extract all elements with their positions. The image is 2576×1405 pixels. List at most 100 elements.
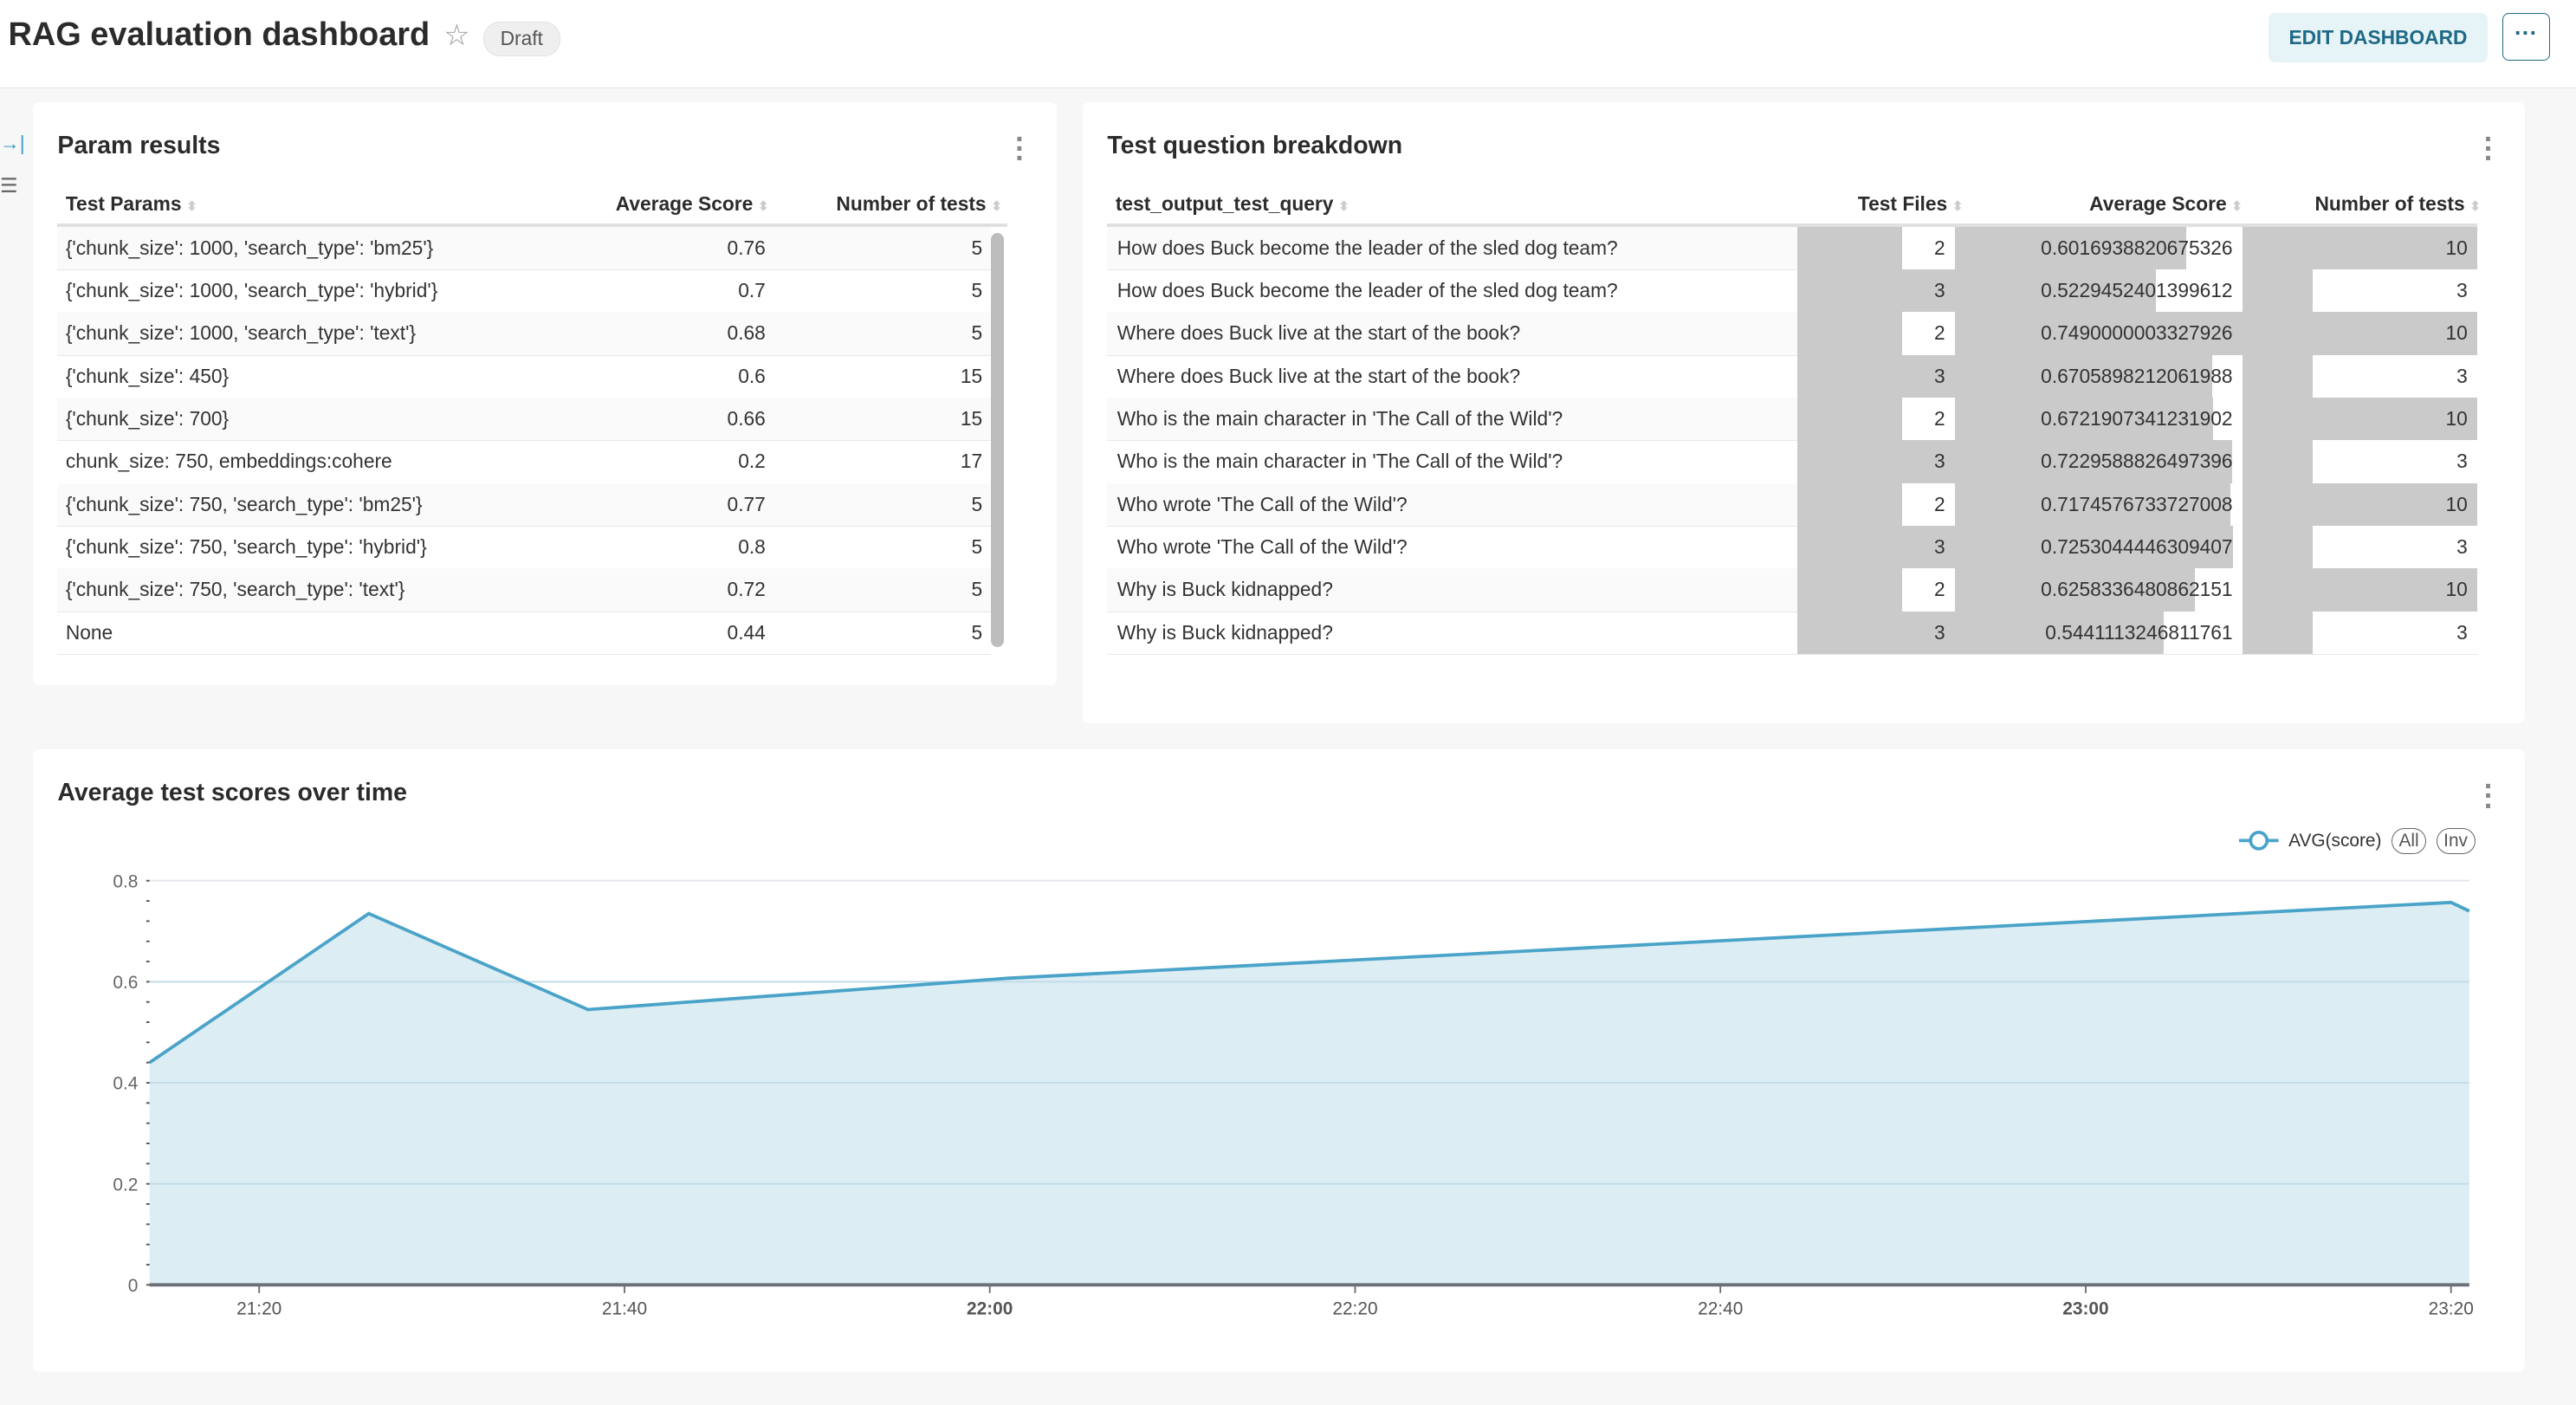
card-menu-icon[interactable]: · · · bbox=[2483, 122, 2495, 176]
column-header[interactable]: Number of tests ⬍ bbox=[836, 191, 1002, 215]
data-bar bbox=[2242, 312, 2478, 355]
table-cell: Who is the main character in 'The Call o… bbox=[1107, 398, 1797, 440]
table-cell: chunk_size: 750, embeddings:cohere bbox=[65, 450, 392, 473]
cell-text: 3 bbox=[1934, 450, 1945, 473]
table-cell: 0.7174576733727008 bbox=[1955, 482, 2243, 526]
edit-dashboard-button[interactable]: EDIT DASHBOARD bbox=[2269, 13, 2488, 63]
cell-text: 0.6705898212061988 bbox=[2041, 364, 2233, 387]
column-header[interactable]: Average Score ⬍ bbox=[2089, 191, 2243, 215]
param-results-card: Param results · · · Test Params ⬍ Average S… bbox=[32, 101, 1057, 685]
star-icon[interactable]: ☆ bbox=[443, 18, 470, 52]
cell-text: 3 bbox=[1934, 364, 1945, 387]
data-bar bbox=[1955, 440, 2233, 483]
column-header[interactable]: Test Params ⬍ bbox=[65, 191, 197, 215]
cell-text: Who wrote 'The Call of the Wild'? bbox=[1116, 534, 1408, 558]
cell-text: 0.5441113246811761 bbox=[2045, 620, 2233, 644]
table-row: Why is Buck kidnapped? 2 0.625833648086215… bbox=[1107, 568, 2478, 612]
x-tick-label: 22:40 bbox=[1698, 1298, 1743, 1318]
table-cell: 2 bbox=[1796, 226, 1956, 270]
legend-all-button[interactable]: All bbox=[2391, 827, 2427, 854]
table-cell: 0.76 bbox=[727, 236, 766, 259]
cell-text: Where does Buck live at the start of the… bbox=[1116, 321, 1521, 345]
table-cell: 2 bbox=[1796, 312, 1956, 355]
x-tick-label: 22:00 bbox=[967, 1298, 1013, 1318]
data-bar bbox=[2242, 226, 2478, 270]
scrollbar[interactable] bbox=[990, 233, 1004, 648]
column-header[interactable]: Test Files ⬍ bbox=[1857, 191, 1964, 215]
table-cell: How does Buck become the leader of the s… bbox=[1107, 269, 1797, 312]
cell-text: Who wrote 'The Call of the Wild'? bbox=[1116, 492, 1408, 515]
cell-text: 0.6721907341231902 bbox=[2041, 406, 2233, 430]
card-menu-icon[interactable]: · · · bbox=[2483, 769, 2495, 823]
data-bar bbox=[1796, 568, 1903, 612]
table-cell: None bbox=[65, 620, 113, 644]
legend-inv-button[interactable]: Inv bbox=[2436, 827, 2476, 854]
table-cell: 5 bbox=[971, 492, 983, 515]
table-row: Who is the main character in 'The Call o… bbox=[1107, 397, 2478, 442]
y-tick-label: 0.4 bbox=[113, 1074, 138, 1094]
cell-text: 2 bbox=[1934, 236, 1945, 259]
table-cell: 10 bbox=[2242, 568, 2478, 612]
table-row: {'chunk_size': 1000, 'search_type': 'bm2… bbox=[57, 226, 991, 271]
table-row: How does Buck become the leader of the s… bbox=[1107, 226, 2478, 271]
expand-sidebar-icon[interactable]: →| bbox=[0, 131, 25, 154]
column-header[interactable]: test_output_test_query ⬍ bbox=[1115, 191, 1349, 215]
table-cell: 0.2 bbox=[738, 450, 766, 473]
table-row: How does Buck become the leader of the s… bbox=[1107, 269, 2478, 314]
cell-text: 3 bbox=[1934, 279, 1945, 302]
table-row: {'chunk_size': 750, 'search_type': 'bm25… bbox=[57, 482, 991, 527]
x-tick-label: 23:00 bbox=[2062, 1298, 2108, 1318]
cell-text: How does Buck become the leader of the s… bbox=[1116, 236, 1618, 259]
table-row: {'chunk_size': 1000, 'search_type': 'hyb… bbox=[57, 269, 991, 314]
data-bar bbox=[1796, 611, 1956, 654]
table-cell: Who wrote 'The Call of the Wild'? bbox=[1107, 483, 1797, 526]
column-header[interactable]: Average Score ⬍ bbox=[615, 191, 769, 215]
data-bar bbox=[1796, 440, 1956, 483]
table-cell: 0.6258336480862151 bbox=[1955, 568, 2243, 612]
more-options-button[interactable]: ··· bbox=[2502, 13, 2550, 62]
table-cell: 0.7229588826497396 bbox=[1955, 440, 2243, 483]
table-cell: {'chunk_size': 700} bbox=[65, 406, 230, 430]
table-cell: 0.68 bbox=[727, 321, 766, 345]
cell-text: 3 bbox=[1934, 620, 1945, 644]
table-cell: 10 bbox=[2242, 226, 2478, 270]
filter-icon[interactable]: ☰ bbox=[0, 174, 18, 197]
table-cell: 0.44 bbox=[727, 620, 766, 644]
table-cell: 10 bbox=[2242, 482, 2478, 526]
table-row: Where does Buck live at the start of the… bbox=[1107, 354, 2478, 398]
series-line bbox=[148, 900, 2470, 1065]
table-row: Why is Buck kidnapped? 3 0.544111324681176… bbox=[1107, 611, 2478, 655]
table-cell: 3 bbox=[1796, 611, 1956, 654]
table-row: {'chunk_size': 1000, 'search_type': 'tex… bbox=[57, 312, 991, 356]
legend-line-circle-icon bbox=[2239, 831, 2279, 851]
table-cell: {'chunk_size': 750, 'search_type': 'text… bbox=[65, 578, 405, 601]
table-cell: 10 bbox=[2242, 397, 2478, 441]
cell-text: 2 bbox=[1934, 578, 1945, 601]
cell-text: 10 bbox=[2445, 406, 2468, 430]
table-cell: Why is Buck kidnapped? bbox=[1107, 612, 1797, 654]
cell-text: 10 bbox=[2445, 321, 2468, 345]
chart-card: Average test scores over time · · · AVG(sc… bbox=[32, 748, 2526, 1372]
table-cell: 5 bbox=[971, 578, 983, 601]
table-cell: Who wrote 'The Call of the Wild'? bbox=[1107, 526, 1797, 568]
x-tick-label: 22:20 bbox=[1332, 1298, 1377, 1318]
table-cell: Where does Buck live at the start of the… bbox=[1107, 312, 1797, 354]
table-cell: Why is Buck kidnapped? bbox=[1107, 568, 1797, 611]
legend-series-label[interactable]: AVG(score) bbox=[2288, 830, 2382, 851]
cell-text: Why is Buck kidnapped? bbox=[1116, 578, 1333, 601]
table-cell: {'chunk_size': 1000, 'search_type': 'tex… bbox=[65, 321, 417, 345]
cell-text: 0.7490000003327926 bbox=[2041, 321, 2233, 345]
y-tick-label: 0.8 bbox=[113, 871, 138, 891]
table-cell: 0.7490000003327926 bbox=[1955, 312, 2243, 355]
cell-text: Who is the main character in 'The Call o… bbox=[1116, 450, 1563, 473]
card-title: Param results bbox=[57, 131, 221, 159]
card-menu-icon[interactable]: · · · bbox=[1015, 122, 1026, 176]
table-cell: 0.6016938820675326 bbox=[1955, 226, 2243, 270]
card-title: Average test scores over time bbox=[57, 779, 407, 807]
cell-text: How does Buck become the leader of the s… bbox=[1116, 279, 1618, 302]
table-cell: 3 bbox=[2242, 354, 2478, 398]
y-tick-label: 0.6 bbox=[113, 973, 138, 993]
table-cell: 17 bbox=[960, 450, 983, 473]
column-header[interactable]: Number of tests ⬍ bbox=[2314, 191, 2482, 215]
